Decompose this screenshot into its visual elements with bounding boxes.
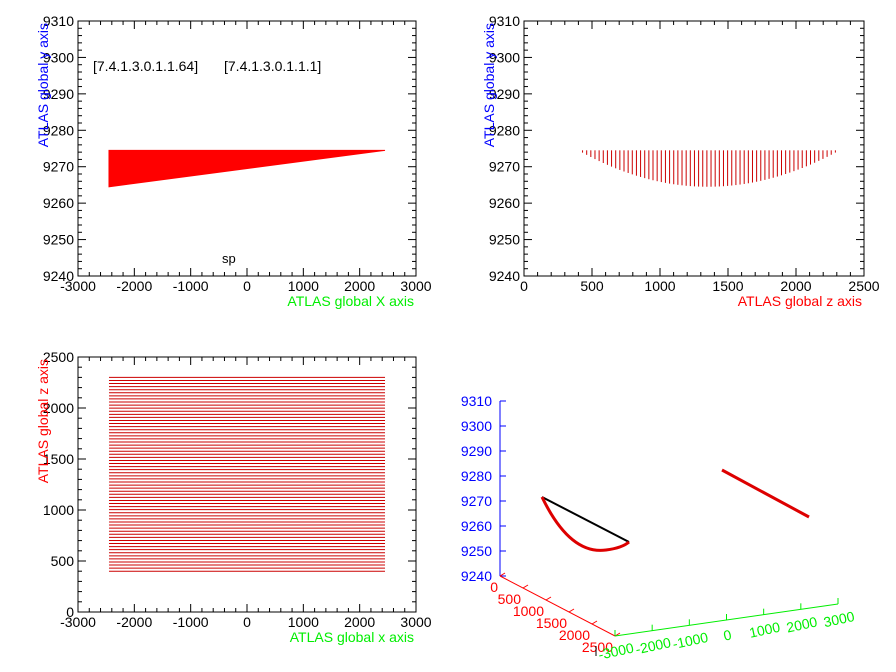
x-tick-label: 500 bbox=[580, 278, 604, 294]
axis-x-tick-label: 2000 bbox=[785, 613, 819, 635]
axis-y-tick-label: 9260 bbox=[461, 518, 492, 534]
y-tick-label: 2000 bbox=[43, 400, 74, 416]
module-shape bbox=[108, 149, 386, 188]
axis-z-tick bbox=[499, 572, 506, 577]
axis-z-tick-label: 0 bbox=[490, 579, 498, 595]
y-tick-label: 500 bbox=[51, 553, 75, 569]
y-tick-label: 9310 bbox=[43, 13, 74, 29]
axis-z-tick-label: 1500 bbox=[536, 615, 567, 631]
y-tick-label: 9240 bbox=[43, 268, 74, 284]
y-tick-label: 0 bbox=[66, 604, 74, 620]
y-tick-label: 9310 bbox=[489, 13, 520, 29]
x-axis-title: ATLAS global z axis bbox=[738, 293, 862, 309]
axis-y-tick-label: 9240 bbox=[461, 568, 492, 584]
x-tick-label: -1000 bbox=[173, 614, 209, 630]
module-edge-3d bbox=[721, 468, 810, 519]
axis-x-tick-label: -3000 bbox=[597, 640, 636, 663]
panel-xy: -3000 -2000 -1000 0 1000 2000 3000 9240 9250 9260… bbox=[35, 13, 432, 309]
x-tick-label: 2500 bbox=[848, 278, 879, 294]
plot-frame bbox=[523, 20, 865, 277]
x-tick-label: -2000 bbox=[116, 278, 152, 294]
axis-y-tick-label: 9270 bbox=[461, 493, 492, 509]
axis-y-tick-label: 9310 bbox=[461, 393, 492, 409]
axis-x-tick-label: 1000 bbox=[748, 619, 782, 641]
axis-y-tick-label: 9300 bbox=[461, 418, 492, 434]
x-tick-label: -3000 bbox=[60, 278, 96, 294]
y-tick-label: 9300 bbox=[43, 49, 74, 65]
x-tick-label: 3000 bbox=[400, 614, 431, 630]
x-tick-label: -2000 bbox=[116, 614, 152, 630]
y-tick-label: 1500 bbox=[43, 451, 74, 467]
y-tick-label: 9280 bbox=[489, 122, 520, 138]
annotation-module-id: [7.4.1.3.0.1.1.1] bbox=[224, 58, 321, 74]
y-tick-label: 9290 bbox=[43, 86, 74, 102]
x-tick-label: 1000 bbox=[288, 278, 319, 294]
axis-y-tick-label: 9250 bbox=[461, 543, 492, 559]
axis-z-3d bbox=[499, 575, 616, 637]
x-tick-label: 2000 bbox=[780, 278, 811, 294]
x-axis-title: ATLAS global x axis bbox=[290, 629, 414, 645]
axis-y-tick-label: 9280 bbox=[461, 468, 492, 484]
annotation-module-id: [7.4.1.3.0.1.1.64] bbox=[93, 58, 198, 74]
axis-z-tick-label: 2500 bbox=[582, 639, 613, 655]
y-tick-label: 1000 bbox=[43, 502, 74, 518]
plot-frame bbox=[77, 20, 417, 277]
axis-x-tick-label: -2000 bbox=[634, 634, 673, 657]
x-tick-label: 1500 bbox=[712, 278, 743, 294]
y-tick-label: 9270 bbox=[489, 159, 520, 175]
x-tick-label: -3000 bbox=[60, 614, 96, 630]
module-edge-3d bbox=[541, 496, 630, 543]
x-tick-label: -1000 bbox=[173, 278, 209, 294]
annotation-label: sp bbox=[222, 251, 236, 266]
axis-y-tick-label: 9290 bbox=[461, 443, 492, 459]
axis-x-tick-label: 3000 bbox=[822, 608, 856, 630]
axis-z-tick-label: 1000 bbox=[513, 603, 544, 619]
x-tick-label: 0 bbox=[243, 614, 251, 630]
axis-x-tick-label: 0 bbox=[722, 626, 733, 643]
module-curve-3d bbox=[540, 496, 630, 552]
axis-z-tick-label: 500 bbox=[498, 591, 522, 607]
axis-z-tick bbox=[522, 584, 529, 589]
x-tick-label: 0 bbox=[243, 278, 251, 294]
x-tick-label: 0 bbox=[520, 278, 528, 294]
y-tick-label: 9250 bbox=[489, 232, 520, 248]
y-tick-label: 9250 bbox=[43, 232, 74, 248]
axis-z-tick bbox=[545, 596, 552, 601]
panel-xz: -3000 -2000 -1000 0 1000 2000 3000 0 500 1000 1500… bbox=[35, 349, 432, 645]
x-axis-title: ATLAS global X axis bbox=[287, 293, 414, 309]
y-tick-label: 9260 bbox=[489, 195, 520, 211]
y-tick-label: 9240 bbox=[489, 268, 520, 284]
axis-z-tick-label: 2000 bbox=[559, 627, 590, 643]
y-tick-label: 9300 bbox=[489, 49, 520, 65]
x-tick-label: 2000 bbox=[344, 278, 375, 294]
y-axis-title: ATLAS global y axis bbox=[35, 23, 51, 147]
x-tick-label: 1000 bbox=[644, 278, 675, 294]
y-tick-label: 9270 bbox=[43, 159, 74, 175]
y-tick-label: 9280 bbox=[43, 122, 74, 138]
y-axis-title: ATLAS global y axis bbox=[481, 23, 497, 147]
axis-z-tick bbox=[568, 608, 575, 613]
y-tick-label: 9290 bbox=[489, 86, 520, 102]
x-tick-label: 2000 bbox=[344, 614, 375, 630]
x-tick-label: 1000 bbox=[288, 614, 319, 630]
axis-z-tick bbox=[591, 620, 598, 625]
panel-3d: 9240925092609270928092909300931005001000… bbox=[461, 393, 856, 663]
x-tick-label: 3000 bbox=[400, 278, 431, 294]
y-tick-label: 2500 bbox=[43, 349, 74, 365]
axis-x-tick-label: -1000 bbox=[671, 629, 710, 652]
plot-frame bbox=[77, 356, 417, 613]
y-tick-label: 9260 bbox=[43, 195, 74, 211]
y-axis-title: ATLAS global z axis bbox=[35, 359, 51, 483]
panel-zy: 0 500 1000 1500 2000 2500 9240 9250 9260 9270 9280… bbox=[481, 13, 880, 309]
